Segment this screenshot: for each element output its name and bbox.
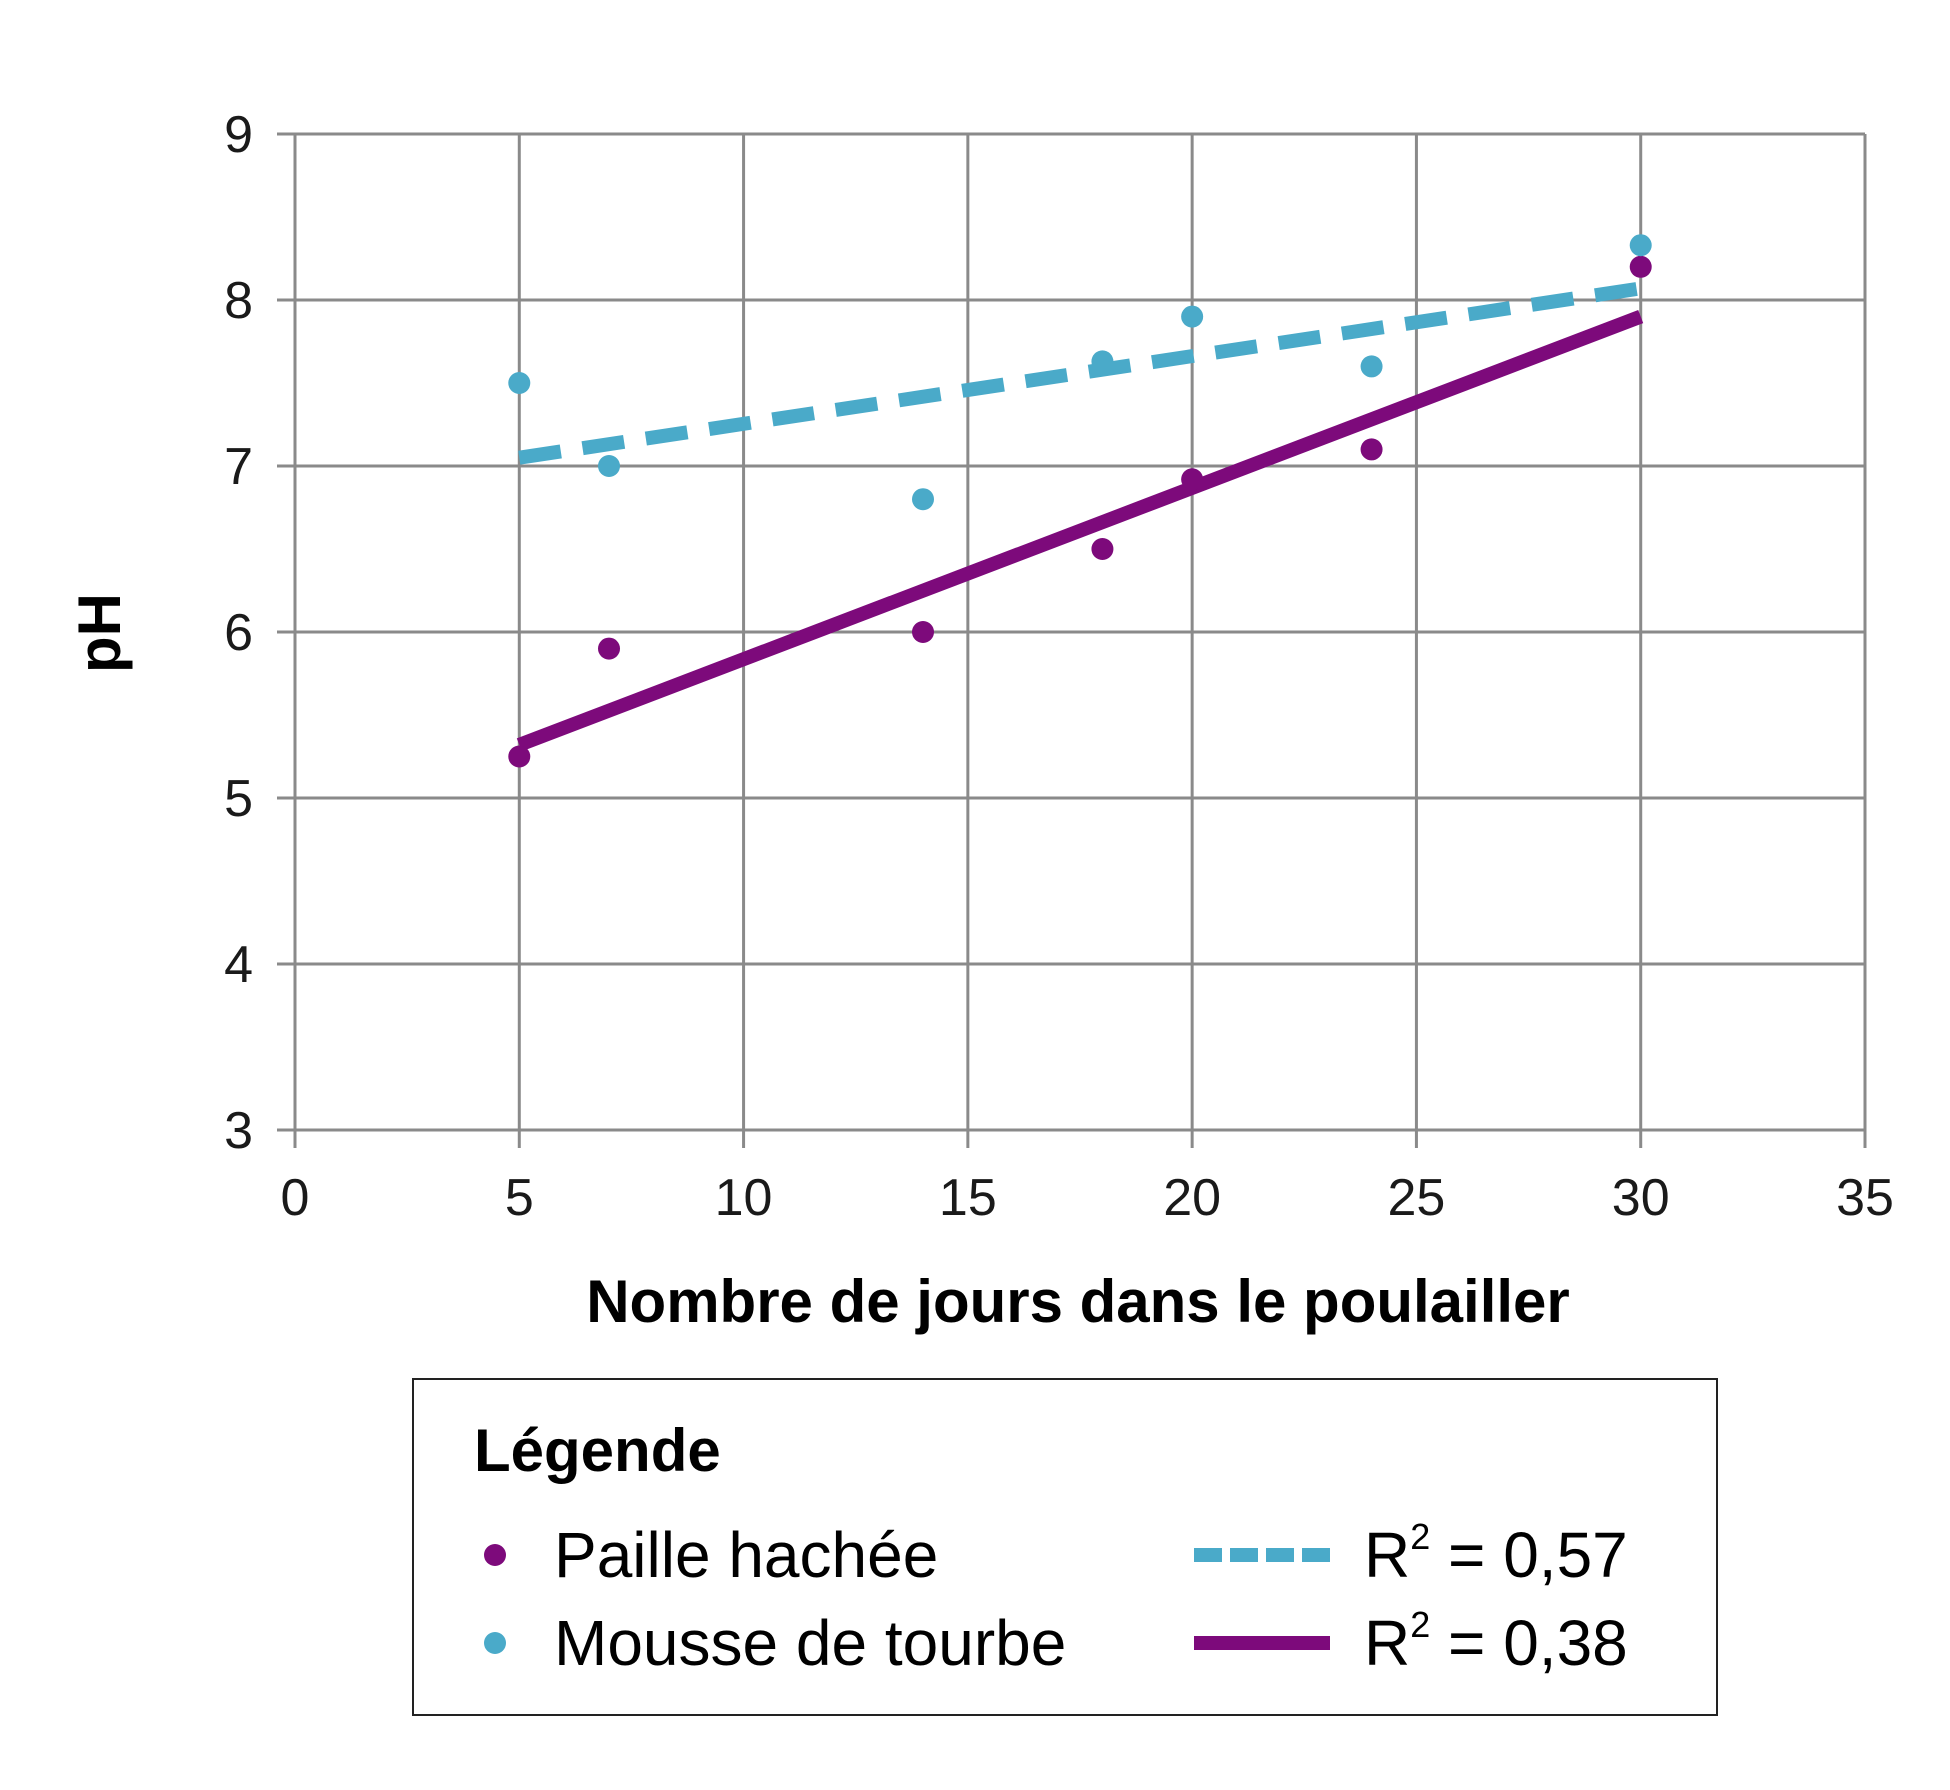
y-tick-label: 3 [224, 1102, 253, 1160]
data-point-mousse [912, 488, 934, 511]
x-tick-label: 35 [1836, 1169, 1894, 1227]
data-point-mousse [1629, 234, 1652, 257]
dashed-line-icon [1194, 1548, 1330, 1562]
legend-item-r2-paille: R2 = 0,38 [1194, 1606, 1628, 1680]
data-point-mousse [508, 372, 531, 394]
blue-dot-icon [484, 1632, 506, 1654]
y-tick-label: 4 [224, 936, 253, 994]
legend: Légende Paille hachée Mousse de tourbe R… [412, 1378, 1718, 1716]
x-tick-label: 0 [281, 1169, 310, 1227]
solid-line-icon [1194, 1636, 1330, 1650]
y-axis-title: pH [66, 593, 133, 673]
y-tick-label: 8 [224, 272, 253, 330]
trendline-paille [516, 310, 1644, 752]
data-point-mousse [1091, 350, 1114, 373]
legend-label-paille: Paille hachée [554, 1519, 939, 1591]
y-tick-label: 6 [224, 604, 253, 662]
y-tick-label: 7 [224, 438, 253, 496]
data-point-paille [508, 745, 531, 768]
trendline-mousse [518, 281, 1642, 465]
data-point-mousse [598, 455, 620, 477]
legend-label-r2-mousse: R2 = 0,57 [1364, 1516, 1628, 1592]
purple-dot-icon [484, 1544, 506, 1566]
y-tick-label: 9 [224, 106, 253, 164]
legend-label-mousse: Mousse de tourbe [554, 1607, 1067, 1679]
x-axis-title: Nombre de jours dans le poulailler [586, 1268, 1570, 1335]
x-tick-label: 30 [1612, 1169, 1670, 1227]
x-tick-label: 15 [939, 1169, 997, 1227]
data-point-mousse [1181, 305, 1204, 328]
data-point-paille [1181, 468, 1204, 491]
ph-scatter-chart: 0 5 10 15 20 25 30 35 3 4 5 6 7 8 9 Nombre de jours da… [66, 106, 1894, 1335]
data-point-paille [1360, 438, 1383, 461]
data-point-paille [1091, 538, 1114, 560]
legend-item-paille: Paille hachée [484, 1518, 938, 1592]
x-tick-label: 20 [1163, 1169, 1221, 1227]
x-tick-label: 25 [1388, 1169, 1446, 1227]
data-point-paille [1629, 255, 1652, 278]
trendlines [516, 281, 1644, 752]
x-tick-label: 5 [505, 1169, 534, 1227]
data-point-paille [598, 637, 620, 660]
data-point-mousse [1360, 355, 1383, 378]
x-tick-label: 10 [715, 1169, 773, 1227]
data-points [508, 234, 1652, 768]
legend-title: Légende [474, 1417, 721, 1484]
tick-labels: 0 5 10 15 20 25 30 35 3 4 5 6 7 8 9 [224, 106, 1894, 1227]
legend-item-mousse: Mousse de tourbe [484, 1606, 1066, 1680]
legend-label-r2-paille: R2 = 0,38 [1364, 1604, 1628, 1680]
y-tick-label: 5 [224, 770, 253, 828]
data-point-paille [912, 621, 934, 643]
legend-item-r2-mousse: R2 = 0,57 [1194, 1518, 1628, 1592]
